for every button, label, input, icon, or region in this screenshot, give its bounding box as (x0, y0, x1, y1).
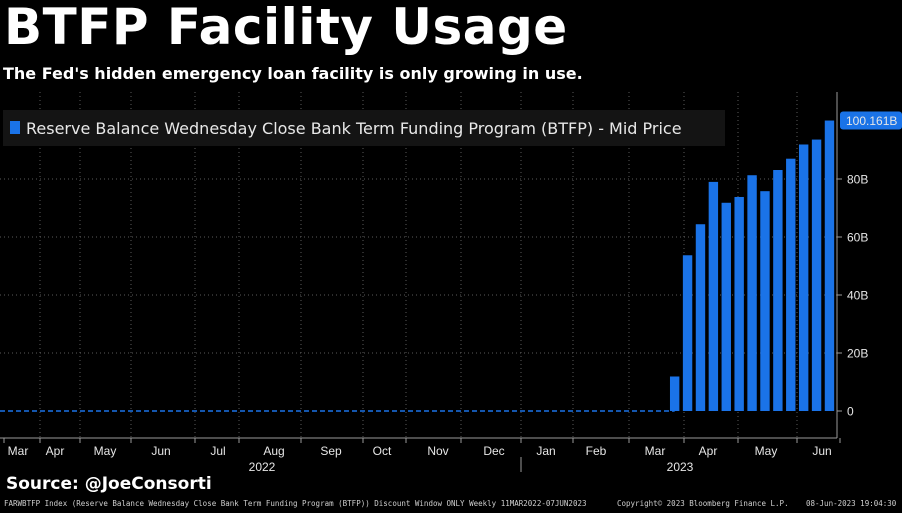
last-value-label: 100.161B (846, 114, 897, 128)
source-credit: Source: @JoeConsorti (6, 474, 212, 494)
last-value-badge (840, 111, 902, 130)
page-title: BTFP Facility Usage (4, 0, 568, 56)
x-year-label: 2022 (249, 460, 276, 474)
x-month-label: Apr (46, 444, 65, 458)
legend-label: Reserve Balance Wednesday Close Bank Ter… (26, 119, 682, 138)
bar (721, 202, 731, 411)
x-year-label: 2023 (667, 460, 694, 474)
y-tick-label: 60B (847, 231, 868, 245)
bar (773, 170, 783, 411)
y-tick-label: 20B (847, 347, 868, 361)
bar (811, 139, 822, 411)
y-tick-label: 0 (847, 405, 854, 419)
x-month-label: Sep (320, 444, 342, 458)
x-month-label: May (94, 444, 117, 458)
x-month-label: Mar (645, 444, 666, 458)
footer-timestamp: 08-Jun-2023 19:04:30 (806, 499, 897, 508)
page-subtitle: The Fed's hidden emergency loan facility… (3, 64, 583, 83)
y-tick-label: 40B (847, 289, 868, 303)
bar (708, 181, 719, 411)
x-month-label: Mar (8, 444, 29, 458)
bar (786, 158, 796, 411)
x-month-label: Oct (373, 444, 392, 458)
x-month-label: Feb (586, 444, 607, 458)
footer-copyright: Copyright© 2023 Bloomberg Finance L.P. (617, 499, 789, 508)
bar (760, 191, 770, 411)
footer-ticker: FARWBTFP Index (Reserve Balance Wednesda… (4, 499, 587, 508)
legend-swatch (10, 121, 20, 134)
bar (747, 175, 757, 411)
bar (682, 255, 693, 411)
bar (669, 376, 680, 411)
x-month-label: Jun (151, 444, 170, 458)
x-month-label: Nov (427, 444, 448, 458)
bar (734, 196, 744, 411)
x-month-label: Jul (210, 444, 225, 458)
x-month-label: Jan (536, 444, 555, 458)
bar (798, 144, 809, 412)
x-month-label: Aug (263, 444, 284, 458)
bar (695, 224, 706, 411)
x-month-label: Apr (699, 444, 718, 458)
y-tick-label: 80B (847, 173, 868, 187)
legend-box (3, 110, 725, 146)
x-month-label: Dec (483, 444, 504, 458)
x-month-label: Jun (812, 444, 831, 458)
x-month-label: May (755, 444, 778, 458)
bar (824, 120, 835, 412)
